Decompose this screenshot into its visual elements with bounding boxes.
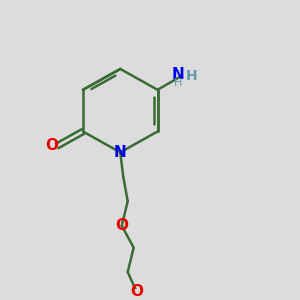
Text: O: O bbox=[45, 137, 58, 152]
Text: H: H bbox=[174, 78, 183, 88]
Text: N: N bbox=[114, 145, 127, 160]
Text: H: H bbox=[185, 69, 197, 83]
Text: O: O bbox=[115, 218, 128, 233]
Text: O: O bbox=[130, 284, 143, 299]
Text: N: N bbox=[172, 67, 185, 82]
